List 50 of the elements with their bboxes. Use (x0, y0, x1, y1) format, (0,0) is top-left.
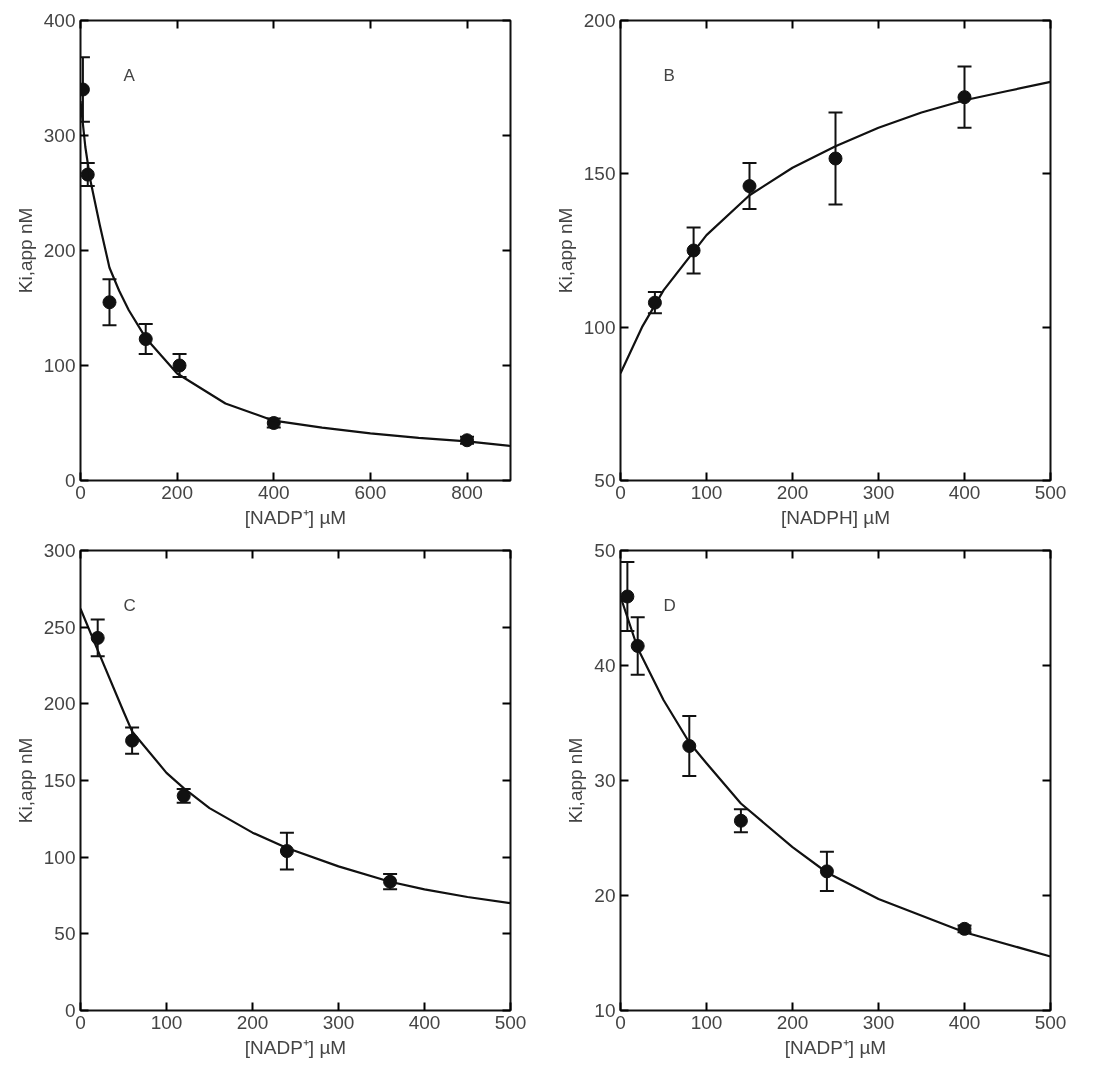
x-tick-label: 200 (161, 481, 193, 503)
x-axis-title: [NADP⁺] µM (784, 1036, 887, 1058)
y-tick-label: 300 (43, 125, 76, 146)
annotation: B (663, 65, 675, 85)
y-axis-title: Ki,app nM (565, 737, 587, 824)
y-axis-title: Ki,app nM (14, 207, 36, 294)
y-tick-label: 300 (43, 540, 76, 561)
annotation: C (123, 595, 136, 615)
y-tick-label: 400 (43, 10, 76, 31)
y-tick-label: 20 (594, 885, 616, 906)
x-tick-label: 500 (1034, 481, 1067, 503)
x-tick-label: 600 (354, 481, 387, 503)
x-tick-label: 300 (322, 1011, 355, 1033)
x-tick-label: 500 (494, 1011, 527, 1033)
annotation: D (663, 595, 676, 615)
y-tick-label: 50 (54, 923, 76, 945)
x-tick-label: 200 (776, 1011, 809, 1033)
y-tick-label: 250 (43, 616, 76, 638)
x-tick-label: 100 (690, 481, 723, 503)
y-tick-label: 40 (594, 655, 616, 676)
y-tick-label: 150 (583, 163, 616, 185)
x-tick-label: 400 (408, 1011, 441, 1033)
y-tick-label: 10 (594, 1000, 616, 1021)
x-axis-title: [NADPH] µM (780, 506, 891, 528)
annotation: A (123, 65, 136, 85)
y-tick-label: 30 (594, 770, 616, 791)
y-axis-title: Ki,app nM (14, 737, 36, 824)
y-tick-label: 100 (583, 316, 616, 338)
y-tick-label: 200 (583, 10, 616, 31)
x-tick-label: 400 (948, 481, 981, 503)
x-tick-label: 300 (862, 1011, 895, 1033)
x-tick-label: 300 (862, 481, 895, 503)
x-tick-label: 500 (1034, 1011, 1067, 1033)
y-tick-label: 100 (43, 846, 76, 868)
y-tick-label: 50 (594, 470, 616, 491)
x-tick-label: 100 (150, 1011, 183, 1033)
y-tick-label: 50 (594, 540, 616, 561)
y-tick-label: 150 (43, 770, 76, 791)
y-tick-label: 200 (43, 240, 76, 261)
x-tick-label: 400 (948, 1011, 981, 1033)
x-tick-label: 100 (690, 1011, 723, 1033)
y-tick-label: 100 (43, 355, 76, 376)
x-tick-label: 200 (776, 481, 809, 503)
x-axis-title: [NADP⁺] µM (244, 506, 347, 528)
x-tick-label: 400 (257, 481, 290, 503)
x-tick-label: 800 (451, 481, 483, 503)
y-tick-label: 200 (43, 693, 76, 715)
y-axis-title: Ki,app nM (554, 207, 576, 294)
x-tick-label: 200 (236, 1011, 269, 1033)
x-axis-title: [NADP⁺] µM (244, 1036, 347, 1058)
